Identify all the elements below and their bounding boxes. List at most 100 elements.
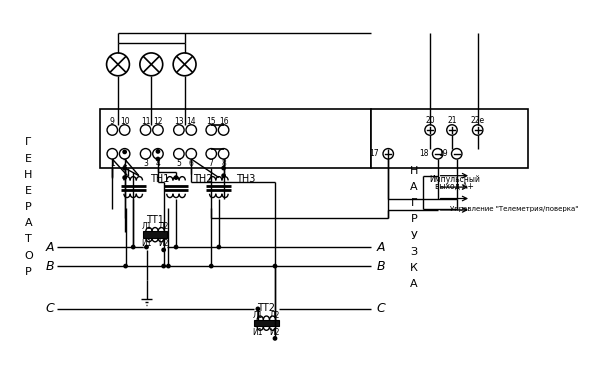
Text: О: О	[24, 251, 33, 260]
Circle shape	[144, 245, 149, 249]
Bar	[143, 231, 167, 238]
Text: Е: Е	[25, 153, 32, 164]
Text: B: B	[45, 260, 54, 273]
Text: C: C	[45, 302, 54, 315]
Bar	[100, 109, 371, 168]
Circle shape	[153, 125, 163, 135]
Text: З: З	[410, 247, 418, 257]
Text: Г: Г	[410, 198, 417, 208]
Text: 14: 14	[187, 117, 196, 126]
Circle shape	[425, 125, 436, 135]
Text: 16: 16	[219, 117, 229, 126]
Circle shape	[122, 166, 127, 170]
Circle shape	[140, 53, 163, 76]
Circle shape	[173, 149, 184, 159]
Text: ТТ2: ТТ2	[257, 304, 275, 313]
Circle shape	[272, 264, 277, 268]
Circle shape	[122, 150, 127, 154]
Text: Р: Р	[25, 267, 32, 277]
Text: 20: 20	[425, 116, 435, 125]
Text: 4: 4	[155, 159, 160, 168]
Text: 15: 15	[206, 117, 216, 126]
Text: Н: Н	[410, 166, 418, 176]
Text: ТН1: ТН1	[151, 175, 170, 184]
Circle shape	[161, 248, 166, 252]
Text: ТН3: ТН3	[236, 175, 256, 184]
Text: И2: И2	[158, 239, 169, 248]
Text: выход А+: выход А+	[436, 182, 474, 191]
Circle shape	[221, 166, 226, 170]
Text: Управление "Телеметрия/поверка": Управление "Телеметрия/поверка"	[450, 206, 578, 212]
Text: 8: 8	[221, 159, 226, 168]
Text: Р: Р	[410, 214, 417, 225]
Circle shape	[140, 149, 151, 159]
Circle shape	[140, 125, 151, 135]
Circle shape	[206, 125, 217, 135]
Circle shape	[272, 336, 277, 341]
Text: А: А	[410, 279, 418, 289]
Circle shape	[119, 149, 130, 159]
Text: И1: И1	[141, 239, 152, 248]
Circle shape	[173, 175, 178, 180]
Circle shape	[155, 149, 160, 154]
Circle shape	[383, 149, 394, 159]
Circle shape	[155, 156, 160, 161]
Text: 3: 3	[143, 159, 148, 168]
Text: Л1: Л1	[142, 222, 152, 231]
Circle shape	[166, 264, 171, 268]
Circle shape	[131, 245, 136, 249]
Text: 12: 12	[153, 117, 163, 126]
Text: ТТ1: ТТ1	[146, 215, 164, 225]
Circle shape	[153, 149, 163, 159]
Circle shape	[173, 53, 196, 76]
Text: А: А	[25, 218, 32, 228]
Text: Н: Н	[25, 170, 33, 180]
Text: Л1: Л1	[253, 311, 263, 319]
Text: Л2: Л2	[270, 311, 280, 319]
Text: К: К	[410, 263, 418, 273]
Text: B: B	[376, 260, 385, 273]
Text: Импульсный: Импульсный	[430, 175, 480, 184]
Text: 17: 17	[369, 149, 379, 158]
Text: 21: 21	[447, 116, 457, 125]
Circle shape	[218, 125, 229, 135]
Text: 10: 10	[120, 117, 130, 126]
Circle shape	[218, 149, 229, 159]
Text: 18: 18	[419, 149, 429, 158]
Circle shape	[123, 264, 128, 268]
Circle shape	[472, 125, 483, 135]
Bar	[371, 109, 528, 168]
Bar	[254, 320, 279, 327]
Circle shape	[447, 125, 457, 135]
Text: 11: 11	[141, 117, 151, 126]
Circle shape	[209, 264, 214, 268]
Text: И2: И2	[270, 328, 280, 337]
Text: 9: 9	[110, 117, 115, 126]
Circle shape	[161, 264, 166, 268]
Text: 5: 5	[176, 159, 181, 168]
Text: Е: Е	[25, 186, 32, 196]
Circle shape	[107, 149, 118, 159]
Text: 19: 19	[439, 149, 448, 158]
Text: A: A	[376, 240, 385, 254]
Circle shape	[122, 175, 127, 180]
Text: 6: 6	[189, 159, 194, 168]
Circle shape	[186, 149, 196, 159]
Circle shape	[217, 245, 221, 249]
Text: Л2: Л2	[158, 222, 169, 231]
Circle shape	[256, 307, 260, 311]
Circle shape	[221, 173, 226, 178]
Circle shape	[451, 149, 462, 159]
Circle shape	[107, 125, 118, 135]
Text: 13: 13	[174, 117, 184, 126]
Circle shape	[186, 125, 196, 135]
Text: A: A	[45, 240, 54, 254]
Circle shape	[173, 245, 178, 249]
Text: ТН2: ТН2	[193, 175, 212, 184]
Circle shape	[206, 149, 217, 159]
Text: C: C	[376, 302, 385, 315]
Text: 1: 1	[110, 159, 115, 168]
Circle shape	[119, 125, 130, 135]
Text: 2: 2	[122, 159, 127, 168]
Circle shape	[107, 53, 130, 76]
